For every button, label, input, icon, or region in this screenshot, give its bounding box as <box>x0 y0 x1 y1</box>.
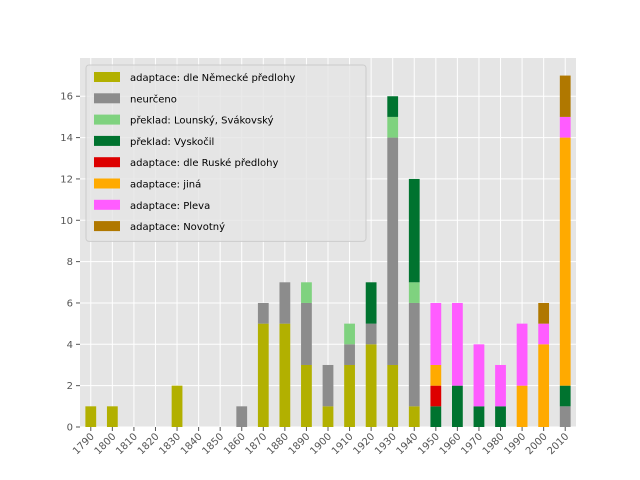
bar-segment <box>365 323 377 345</box>
legend-label: překlad: Vyskočil <box>130 136 214 148</box>
bar-segment <box>516 385 528 427</box>
bar-segment <box>322 406 334 427</box>
bar-segment <box>387 364 399 427</box>
y-tick-label: 0 <box>67 423 73 434</box>
bar-segment <box>538 302 550 324</box>
legend-label: adaptace: jiná <box>130 179 201 191</box>
legend-label: překlad: Lounský, Svákovský <box>130 115 274 127</box>
bar-segment <box>279 323 291 427</box>
bar-segment <box>365 282 377 324</box>
legend-swatch <box>94 157 120 168</box>
legend-label: adaptace: Pleva <box>130 201 210 212</box>
bar-segment <box>538 344 550 427</box>
bar-segment <box>559 116 571 138</box>
bar-segment <box>236 406 248 427</box>
bar-segment <box>473 406 485 427</box>
bar-segment <box>516 323 528 386</box>
bar-segment <box>408 178 420 283</box>
bar-segment <box>301 364 312 427</box>
bar-segment <box>301 302 312 365</box>
bar-segment <box>473 344 485 407</box>
bars <box>85 75 571 427</box>
bar-segment <box>387 116 399 138</box>
y-tick-label: 4 <box>67 340 73 351</box>
legend-swatch <box>94 93 120 104</box>
y-tick-label: 14 <box>60 133 73 144</box>
bar-segment <box>344 364 355 427</box>
bar-segment <box>430 364 442 386</box>
bar-segment <box>301 282 312 303</box>
bar-segment <box>344 344 355 365</box>
bar-segment <box>322 364 334 407</box>
legend-label: adaptace: dle Německé předlohy <box>130 72 295 84</box>
legend-box <box>85 64 367 242</box>
legend-swatch <box>94 178 120 189</box>
legend-swatch <box>94 72 120 82</box>
y-tick-label: 12 <box>60 174 73 185</box>
bar-segment <box>365 344 377 427</box>
legend-swatch <box>94 221 120 232</box>
y-tick-label: 16 <box>60 92 73 103</box>
legend-swatch <box>94 135 120 146</box>
bar-segment <box>495 364 506 407</box>
y-tick-label: 8 <box>67 257 73 268</box>
legend-label: adaptace: Novotný <box>130 221 225 233</box>
bar-segment <box>559 137 571 386</box>
bar-segment <box>257 323 269 427</box>
bar-segment <box>452 385 463 427</box>
bar-segment <box>85 406 97 427</box>
bar-segment <box>559 75 571 117</box>
y-tick-label: 10 <box>60 216 73 227</box>
bar-segment <box>430 385 442 407</box>
legend-label: adaptace: dle Ruské předlohy <box>130 157 278 169</box>
bar-segment <box>408 282 420 303</box>
bar-segment <box>452 302 463 386</box>
bar-segment <box>106 406 118 427</box>
bar-segment <box>559 406 571 427</box>
bar-segment <box>279 282 291 324</box>
bar-segment <box>430 302 442 365</box>
legend-label: neurčeno <box>130 93 177 105</box>
legend-swatch <box>94 114 120 125</box>
legend: adaptace: dle Německé předlohy neurčeno př… <box>85 64 367 242</box>
y-axis: 0 2 4 6 8 10 12 14 16 <box>60 92 80 434</box>
bar-segment <box>559 385 571 407</box>
y-tick-label: 2 <box>67 381 73 392</box>
y-tick-label: 6 <box>67 298 73 309</box>
bar-segment <box>408 406 420 427</box>
bar-segment <box>495 406 506 427</box>
bar-segment <box>408 302 420 407</box>
bar-segment <box>430 406 442 427</box>
legend-swatch <box>94 199 120 210</box>
bar-segment <box>387 96 399 117</box>
bar-segment <box>344 323 355 345</box>
bar-segment <box>257 302 269 324</box>
bar-segment <box>387 137 399 365</box>
bar-segment <box>171 385 183 427</box>
bar-segment <box>538 323 550 345</box>
